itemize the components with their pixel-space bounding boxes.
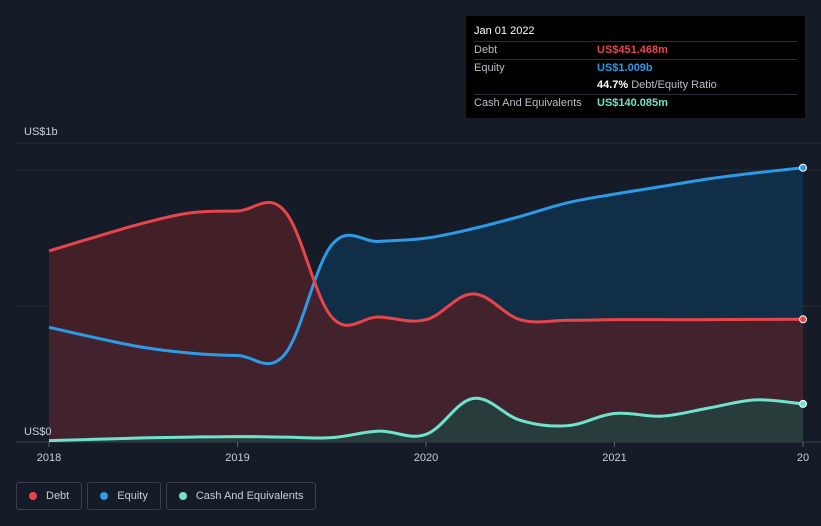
series-areas xyxy=(49,167,803,442)
legend-item-equity[interactable]: Equity xyxy=(87,482,161,510)
x-tick-label: 2019 xyxy=(225,452,249,464)
legend-item-cash[interactable]: Cash And Equivalents xyxy=(165,482,317,510)
y-axis-bottom-label: US$0 xyxy=(24,426,52,438)
tooltip-cash-label: Cash And Equivalents xyxy=(474,97,582,109)
tooltip-row-equity: Equity US$1.009b xyxy=(474,59,797,77)
series-lines xyxy=(48,166,804,443)
tooltip-row-cash: Cash And Equivalents US$140.085m xyxy=(474,94,797,112)
x-tick-label: 20 xyxy=(797,452,809,464)
legend-cash-dot xyxy=(178,492,187,500)
tooltip-date: Jan 01 2022 xyxy=(474,25,535,37)
legend-equity-label: Equity xyxy=(117,490,148,502)
cash-and-equivalents-area xyxy=(49,398,803,442)
x-tick-label: 2021 xyxy=(602,452,626,464)
tooltip-ratio-label xyxy=(474,77,597,94)
legend-item-debt[interactable]: Debt xyxy=(16,482,83,510)
debt-end-point xyxy=(799,315,807,324)
debt-line xyxy=(48,200,804,327)
legend-equity-dot xyxy=(100,492,109,500)
tooltip-row-ratio: 44.7% Debt/Equity Ratio xyxy=(474,77,797,94)
tooltip-ratio-value: 44.7% xyxy=(597,79,629,91)
legend-debt-label: Debt xyxy=(46,490,70,502)
tooltip-debt-value: US$451.468m xyxy=(597,44,668,56)
tooltip-ratio-caption: Debt/Equity Ratio xyxy=(631,79,717,91)
tooltip-equity-value: US$1.009b xyxy=(597,62,653,74)
legend-debt-dot xyxy=(29,492,37,500)
x-tick-label: 2018 xyxy=(37,452,61,464)
tooltip-debt-label: Debt xyxy=(474,44,498,56)
debt-area xyxy=(49,202,803,442)
x-tick-label: 2020 xyxy=(414,452,438,464)
cash-and-equivalents-line xyxy=(48,397,804,443)
x-axis-ticks: 2018 2019 2020 2021 20 xyxy=(37,442,809,464)
equity-end-point xyxy=(799,163,807,172)
tooltip-row-debt: Debt US$451.468m xyxy=(474,41,797,59)
cash-and-equivalents-end-point xyxy=(799,399,807,408)
tooltip-equity-label: Equity xyxy=(474,62,505,74)
legend-cash-label: Cash And Equivalents xyxy=(195,490,304,502)
tooltip-cash-value: US$140.085m xyxy=(597,97,668,109)
y-axis-top-label: US$1b xyxy=(24,126,58,138)
equity-line xyxy=(48,166,804,366)
series-end-markers xyxy=(799,163,807,408)
data-tooltip: Jan 01 2022 Debt US$451.468m Equity US$1… xyxy=(466,16,805,118)
chart-legend: Debt Equity Cash And Equivalents xyxy=(16,482,321,510)
